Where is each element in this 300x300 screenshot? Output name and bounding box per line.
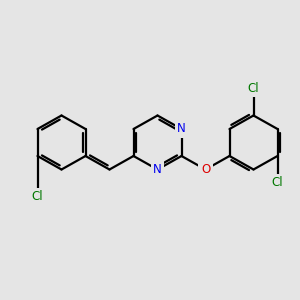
Text: O: O [201, 163, 210, 176]
Text: Cl: Cl [32, 190, 43, 203]
Text: N: N [177, 122, 186, 136]
Text: N: N [153, 163, 162, 176]
Text: Cl: Cl [248, 82, 259, 95]
Text: Cl: Cl [272, 176, 283, 190]
